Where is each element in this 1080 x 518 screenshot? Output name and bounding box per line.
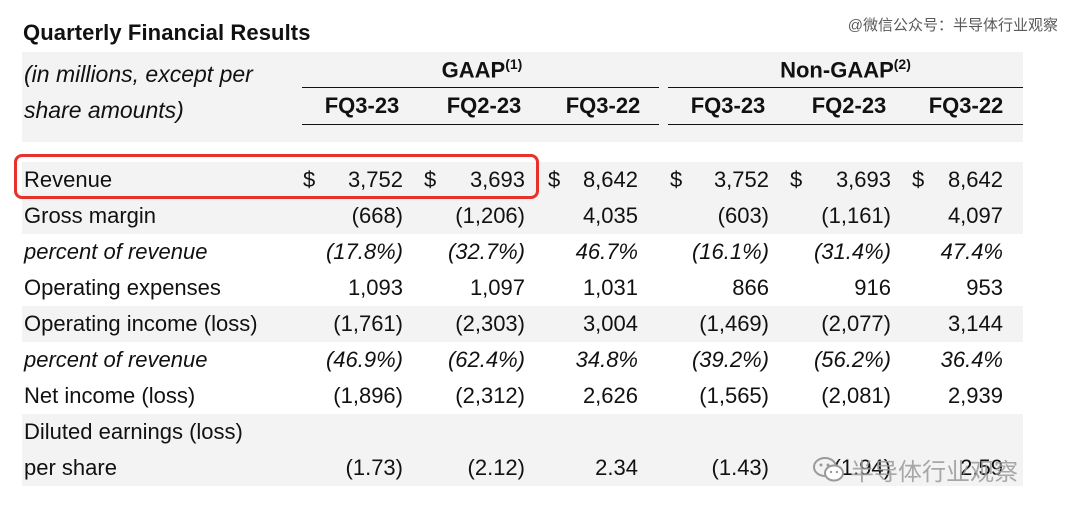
value-cell: (1,761) [333,311,403,336]
value-cell: 1,031 [582,275,638,300]
units-note: (in millions, except per share amounts) [24,56,253,128]
row-label: Diluted earnings (loss) [24,419,243,444]
value-cell: (17.8%) [325,239,403,264]
value-cell: (668) [351,203,403,228]
value-cell: 2,626 [582,383,638,408]
value-cell: 4,035 [582,203,638,228]
table-row: Diluted earnings (loss) [22,414,1023,450]
value-cell: 46.7% [575,239,638,264]
group-non-gaap-note: (2) [893,56,911,72]
value-cell: (16.1%) [691,239,769,264]
column-rule-gaap [302,124,659,125]
group-non-gaap: Non-GAAP(2) [668,56,1023,83]
header-band [22,52,1023,142]
table-row: Operating income (loss) (1,761) (2,303) 3,0… [22,306,1023,342]
value-cell: 2.34 [595,455,638,480]
group-gaap-note: (1) [505,56,523,72]
column-header: FQ2-23 [811,93,887,118]
value-cell: (32.7%) [447,239,525,264]
value-cell: 1,097 [469,275,525,300]
group-gaap: GAAP(1) [302,56,662,83]
units-note-line2: share amounts) [24,97,184,123]
row-label: Revenue [24,167,113,192]
value-cell: (1,565) [699,383,769,408]
currency-symbol: $ [424,167,437,192]
table-row: per share (1.73) (2.12) 2.34 (1.43) (1.94) 2.5… [22,450,1023,486]
value-cell: 916 [854,275,891,300]
value-cell: 2.59 [960,455,1003,480]
column-header: FQ3-23 [690,93,766,118]
gaap-rule [302,87,659,88]
value-cell: 8,642 [947,167,1003,192]
group-gaap-label: GAAP [441,57,506,83]
currency-symbol: $ [303,167,316,192]
value-cell: 36.4% [940,347,1003,372]
table-row: Net income (loss) (1,896) (2,312) 2,626 (1,5… [22,378,1023,414]
value-cell: (31.4%) [813,239,891,264]
value-cell: 3,004 [582,311,638,336]
column-header: FQ3-22 [565,93,641,118]
currency-symbol: $ [790,167,803,192]
value-cell: (56.2%) [813,347,891,372]
value-cell: 4,097 [947,203,1003,228]
value-cell: 1,093 [347,275,403,300]
group-non-gaap-label: Non-GAAP [780,57,894,83]
currency-symbol: $ [548,167,561,192]
value-cell: 3,144 [947,311,1003,336]
value-cell: (39.2%) [691,347,769,372]
revenue-highlight-box [14,154,539,199]
value-cell: 8,642 [582,167,638,192]
table-row: percent of revenue (46.9%) (62.4%) 34.8% (39… [22,342,1023,378]
currency-symbol: $ [912,167,925,192]
value-cell: (1,206) [455,203,525,228]
column-header: FQ3-23 [324,93,400,118]
row-label: percent of revenue [24,239,208,264]
value-cell: 47.4% [940,239,1003,264]
column-header: FQ2-23 [446,93,522,118]
row-label: percent of revenue [24,347,208,372]
value-cell: (2,312) [455,383,525,408]
table-row: Revenue $3,752 $3,693 $8,642 $3,752 $3,693 $8,… [22,162,1023,198]
value-cell: (603) [717,203,769,228]
watermark-bottom-text: 半导体行业观察 [850,459,1018,486]
column-rule-non-gaap [668,124,1023,125]
value-cell: (2,303) [455,311,525,336]
watermark-bottom: 半导体行业观察 [810,452,1018,487]
row-label: per share [24,455,117,480]
table-title: Quarterly Financial Results [23,20,311,45]
row-label: Net income (loss) [24,383,196,408]
column-header: FQ3-22 [928,93,1004,118]
value-cell: (62.4%) [447,347,525,372]
value-cell: (1.43) [711,455,769,480]
value-cell: (1,896) [333,383,403,408]
row-label: Operating expenses [24,275,221,300]
row-label: Gross margin [24,203,157,228]
value-cell: (46.9%) [325,347,403,372]
value-cell: 3,693 [469,167,525,192]
value-cell: 3,693 [835,167,891,192]
table-row: Gross margin (668) (1,206) 4,035 (603) (1,161… [22,198,1023,234]
value-cell: (1,469) [699,311,769,336]
value-cell: (2.12) [467,455,525,480]
currency-symbol: $ [670,167,683,192]
value-cell: 953 [966,275,1003,300]
units-note-line1: (in millions, except per [24,61,253,87]
value-cell: 2,939 [947,383,1003,408]
watermark-top: @微信公众号：半导体行业观察 [847,17,1058,34]
non-gaap-rule [668,87,1023,88]
row-label: Operating income (loss) [24,311,258,336]
value-cell: 34.8% [575,347,638,372]
value-cell: 866 [732,275,769,300]
table-row: percent of revenue (17.8%) (32.7%) 46.7% (16… [22,234,1023,270]
value-cell: 3,752 [347,167,403,192]
value-cell: 3,752 [713,167,769,192]
value-cell: (2,077) [821,311,891,336]
value-cell: (2,081) [821,383,891,408]
value-cell: (1.73) [345,455,403,480]
table-row: Operating expenses 1,093 1,097 1,031 866 916 9… [22,270,1023,306]
value-cell: (1,161) [821,203,891,228]
wechat-icon [813,457,844,482]
